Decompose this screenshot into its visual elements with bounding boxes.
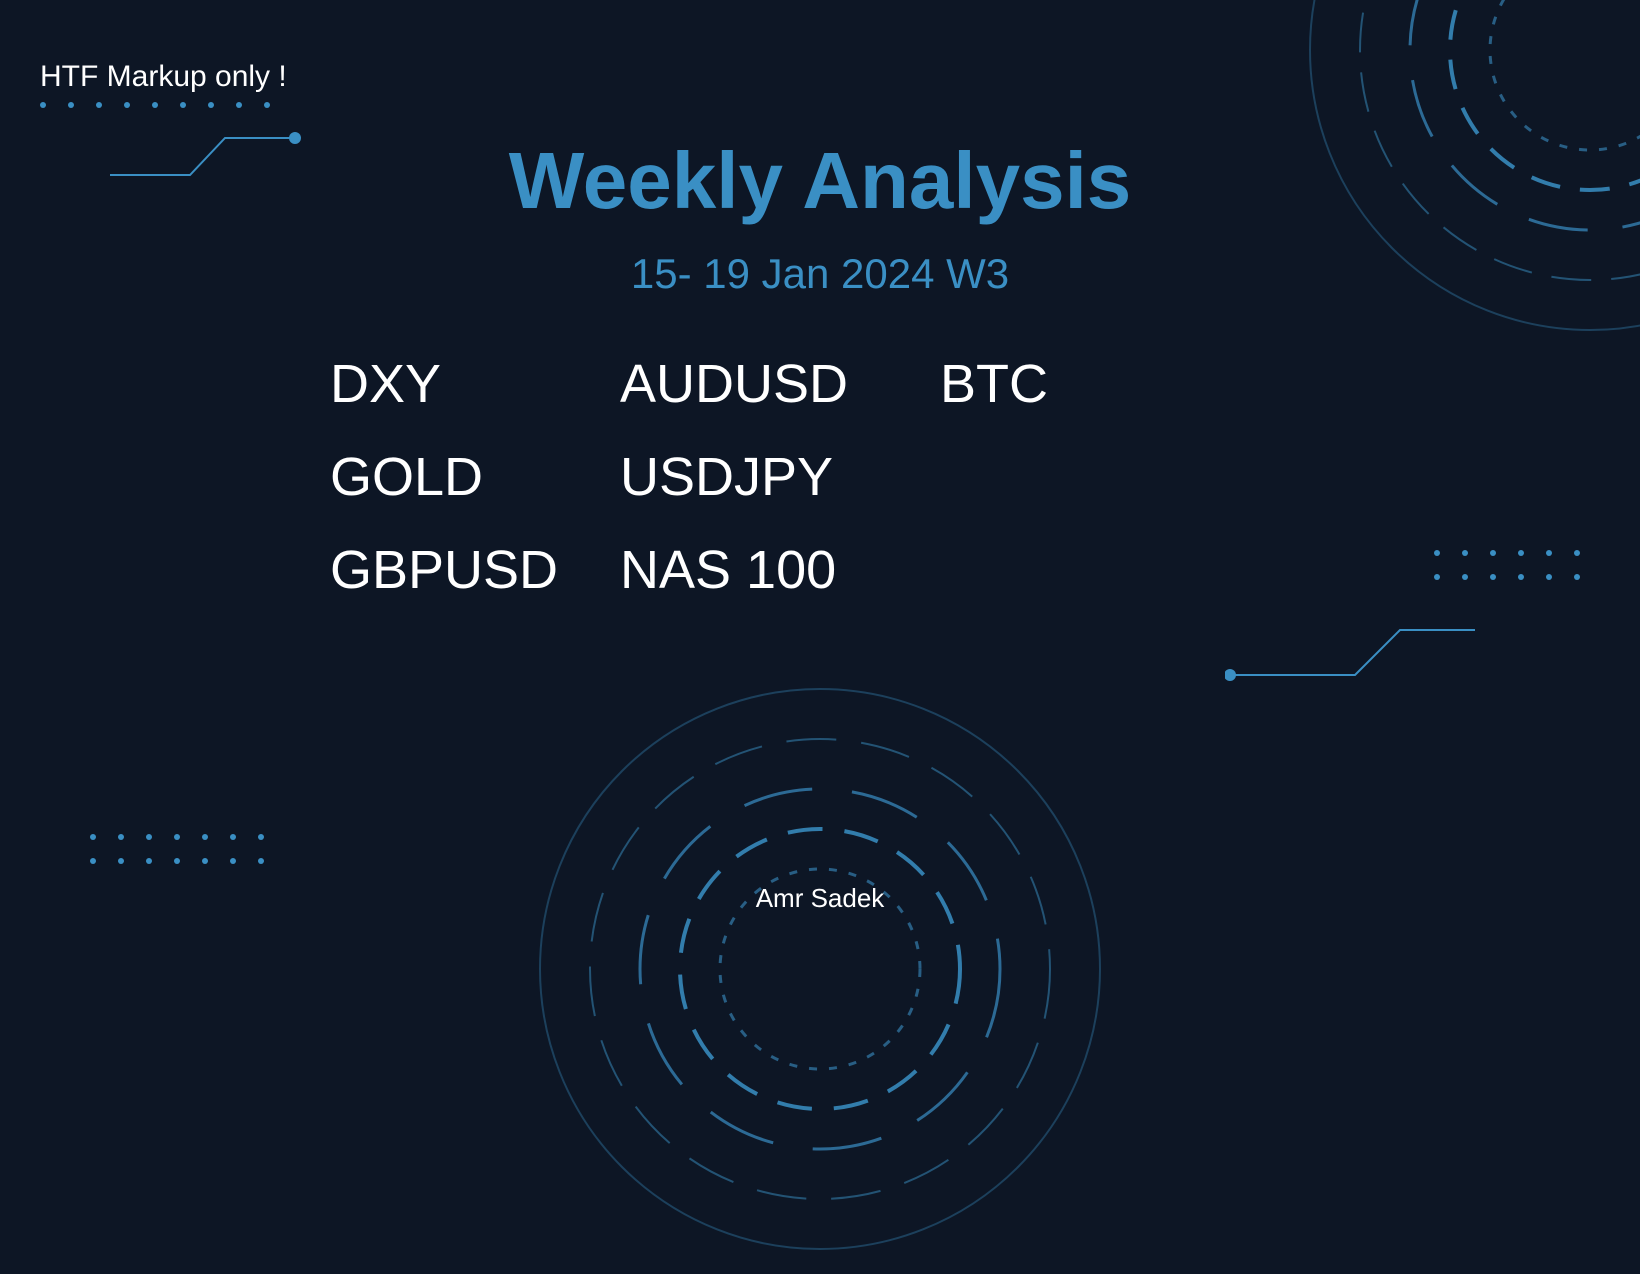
symbol-audusd: AUDUSD — [620, 355, 940, 448]
symbol-gold: GOLD — [330, 448, 620, 541]
symbol-gbpusd: GBPUSD — [330, 541, 620, 634]
symbol-usdjpy: USDJPY — [620, 448, 940, 541]
decorative-line-right — [1225, 610, 1475, 695]
decorative-arc-top-right — [1290, 0, 1640, 355]
symbols-grid: DXY AUDUSD BTC GOLD USDJPY GBPUSD NAS 10… — [330, 355, 1090, 634]
decorative-line-top-left — [110, 130, 310, 195]
main-title: Weekly Analysis — [509, 135, 1132, 227]
symbol-nas100: NAS 100 — [620, 541, 940, 634]
symbol-btc: BTC — [940, 355, 1090, 448]
date-range: 15- 19 Jan 2024 W3 — [631, 250, 1009, 298]
decorative-dots-right — [1434, 550, 1580, 580]
decorative-dots-bottom-left — [90, 834, 264, 864]
decorative-arc-bottom-center — [520, 669, 1120, 1274]
corner-label: HTF Markup only ! — [40, 60, 287, 94]
decorative-dots-top-left — [40, 102, 270, 108]
symbol-dxy: DXY — [330, 355, 620, 448]
